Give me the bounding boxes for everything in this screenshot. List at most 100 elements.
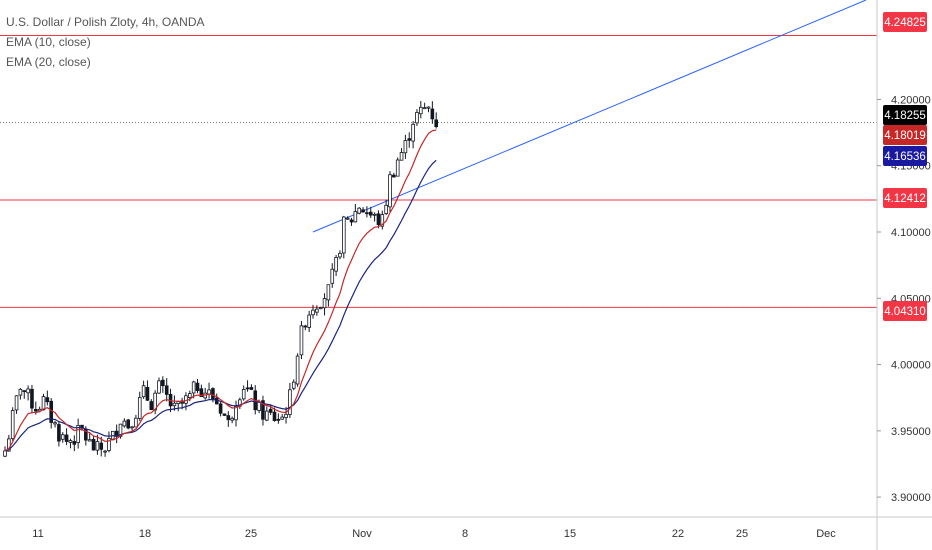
candle-body <box>149 401 154 411</box>
candle-body <box>207 389 211 395</box>
candle-body <box>18 388 23 396</box>
candle-body <box>357 207 361 214</box>
candle-body <box>353 211 358 223</box>
candle-body <box>145 387 150 401</box>
candle-body <box>53 422 57 425</box>
candle-body <box>60 434 65 440</box>
candle-body <box>103 450 107 453</box>
candle-body <box>368 211 373 216</box>
candle-body <box>392 174 396 178</box>
candle-body <box>234 405 238 421</box>
x-tick-label: 22 <box>672 528 684 540</box>
candle-body <box>199 388 204 398</box>
ema10-line <box>4 129 437 452</box>
candle-body <box>345 217 350 220</box>
candle-body <box>372 213 377 216</box>
candle-body <box>272 411 277 422</box>
candle-body <box>91 438 96 451</box>
candle-body <box>280 416 284 420</box>
candle-body <box>376 213 381 225</box>
candle-body <box>218 403 223 414</box>
candle-body <box>76 425 80 443</box>
candle-body <box>395 159 400 177</box>
ema20-line <box>4 159 437 452</box>
candle-body <box>291 381 296 389</box>
ema10-legend[interactable]: EMA (10, close) <box>6 35 91 49</box>
chart-legend: U.S. Dollar / Polish Zloty, 4h, OANDA EM… <box>6 12 205 72</box>
candle-body <box>45 397 50 403</box>
candle-body <box>384 204 388 214</box>
candle-body <box>30 388 34 409</box>
candle-body <box>3 450 7 457</box>
candle-body <box>380 214 385 227</box>
candle-body <box>307 314 311 328</box>
candle-body <box>411 123 415 142</box>
candle-body <box>41 396 46 411</box>
candle-body <box>226 415 231 421</box>
candle-body <box>230 417 234 421</box>
price-tag <box>883 301 927 321</box>
candle-body <box>34 409 38 412</box>
candle-body <box>10 410 15 439</box>
candle-body <box>326 284 331 301</box>
x-tick-label: 11 <box>32 528 43 540</box>
candle-body <box>214 397 219 405</box>
y-tick-label: 4.20000 <box>891 94 931 106</box>
price-tag-label: 4.16536 <box>884 151 926 163</box>
candle-body <box>338 252 342 258</box>
candle-body <box>403 140 408 154</box>
y-tick-label: 3.95000 <box>891 426 931 438</box>
candle-body <box>22 390 27 393</box>
price-tag <box>883 125 927 145</box>
candle-body <box>295 355 300 385</box>
candle-body <box>257 401 261 411</box>
candle-body <box>268 408 273 413</box>
candle-body <box>164 385 169 395</box>
candle-body <box>49 400 53 423</box>
candle-body <box>322 298 327 309</box>
candle-body <box>157 380 161 394</box>
candle-body <box>388 174 392 208</box>
candle-body <box>330 268 335 284</box>
candle-body <box>211 388 215 401</box>
candle-body <box>334 257 338 272</box>
ema20-legend[interactable]: EMA (20, close) <box>6 55 91 69</box>
price-tag <box>883 188 927 208</box>
candles-group <box>3 100 438 458</box>
x-tick-label: 18 <box>139 528 151 540</box>
candle-body <box>426 106 431 109</box>
candle-body <box>288 389 292 415</box>
price-tag-label: 4.24825 <box>884 17 926 29</box>
candle-body <box>195 382 200 391</box>
candle-body <box>64 434 69 442</box>
candle-body <box>114 430 119 437</box>
candle-body <box>184 395 188 404</box>
candle-body <box>276 418 281 421</box>
price-tag <box>883 146 927 166</box>
symbol-title[interactable]: U.S. Dollar / Polish Zloty, 4h, OANDA <box>6 15 205 29</box>
candle-body <box>361 209 365 213</box>
candle-body <box>72 441 77 445</box>
candle-body <box>95 441 100 451</box>
candle-body <box>141 385 146 398</box>
price-tag-label: 4.18255 <box>884 110 926 122</box>
candle-body <box>349 219 354 223</box>
candle-body <box>418 106 423 115</box>
candle-body <box>245 387 250 390</box>
candle-body <box>172 402 177 407</box>
trendline <box>312 0 867 233</box>
candle-body <box>315 308 319 313</box>
candle-body <box>107 438 111 451</box>
candle-body <box>422 107 427 110</box>
candle-body <box>415 112 419 124</box>
trendline-group <box>312 0 867 233</box>
candle-body <box>264 410 269 421</box>
x-tick-label: 15 <box>564 528 576 540</box>
candle-body <box>365 212 369 215</box>
candle-body <box>303 325 308 328</box>
candle-body <box>134 417 138 428</box>
candle-body <box>99 442 104 450</box>
candle-body <box>407 138 412 141</box>
